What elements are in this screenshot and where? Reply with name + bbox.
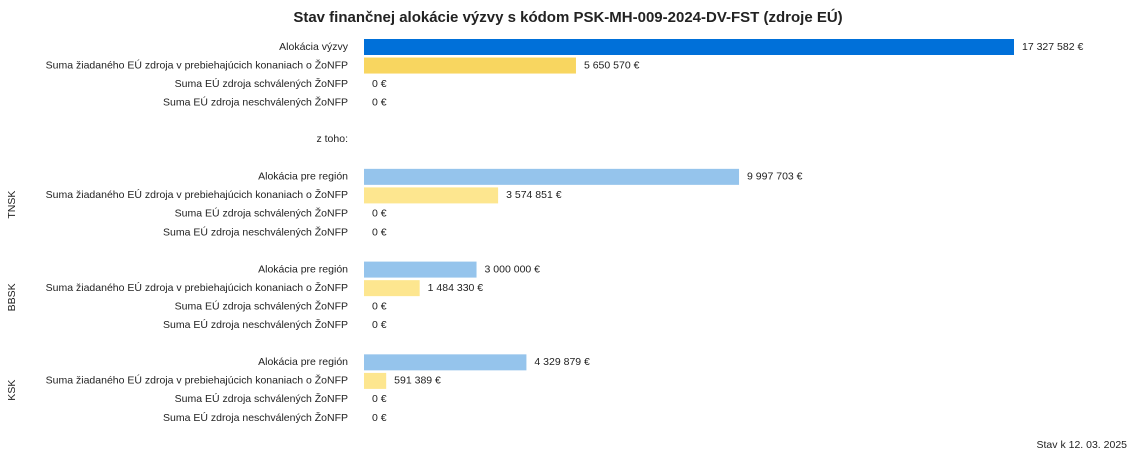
value-label: 0 € [372, 226, 387, 238]
value-label: 0 € [372, 319, 387, 331]
category-label: Suma EÚ zdroja neschválených ŽoNFP [163, 318, 348, 331]
category-label: Suma žiadaného EÚ zdroja v prebiehajúcic… [46, 281, 348, 294]
value-label: 0 € [372, 96, 387, 108]
value-label: 0 € [372, 412, 387, 424]
category-label: Suma EÚ zdroja neschválených ŽoNFP [163, 225, 348, 238]
category-label: Suma EÚ zdroja neschválených ŽoNFP [163, 95, 348, 108]
category-label: Suma EÚ zdroja neschválených ŽoNFP [163, 411, 348, 424]
category-label: Suma EÚ zdroja schválených ŽoNFP [175, 77, 348, 90]
footnote: Stav k 12. 03. 2025 [1037, 439, 1128, 451]
bar [364, 57, 576, 74]
value-label: 3 000 000 € [485, 263, 541, 275]
category-label: Alokácia pre región [258, 356, 348, 368]
category-label: Suma EÚ zdroja schválených ŽoNFP [175, 392, 348, 405]
group-label: TNSK [6, 191, 18, 219]
category-label: Alokácia pre región [258, 263, 348, 275]
chart-title: Stav finančnej alokácie výzvy s kódom PS… [293, 8, 842, 26]
category-label: Alokácia výzvy [279, 41, 349, 53]
bar [364, 354, 527, 371]
group-label: KSK [6, 380, 18, 401]
category-label: Suma žiadaného EÚ zdroja v prebiehajúcic… [46, 188, 348, 201]
value-label: 1 484 330 € [428, 282, 484, 294]
group-label: BBSK [6, 283, 18, 311]
value-label: 4 329 879 € [534, 356, 590, 368]
value-label: 9 997 703 € [747, 171, 803, 183]
bar [364, 187, 499, 204]
value-label: 17 327 582 € [1022, 41, 1083, 53]
subheading: z toho: [316, 133, 348, 145]
bar [364, 261, 477, 278]
value-label: 591 389 € [394, 375, 441, 387]
bar [364, 372, 387, 389]
bar [364, 280, 420, 297]
bar [364, 39, 1014, 55]
category-label: Suma žiadaného EÚ zdroja v prebiehajúcic… [46, 58, 348, 71]
category-label: Suma EÚ zdroja schválených ŽoNFP [175, 299, 348, 312]
category-label: Alokácia pre región [258, 171, 348, 183]
value-label: 0 € [372, 78, 387, 90]
bar [364, 168, 740, 185]
category-label: Suma EÚ zdroja schválených ŽoNFP [175, 207, 348, 220]
category-label: Suma žiadaného EÚ zdroja v prebiehajúcic… [46, 374, 348, 387]
value-label: 0 € [372, 208, 387, 220]
value-label: 0 € [372, 300, 387, 312]
value-label: 5 650 570 € [584, 59, 640, 71]
value-label: 3 574 851 € [506, 189, 562, 201]
value-label: 0 € [372, 393, 387, 405]
